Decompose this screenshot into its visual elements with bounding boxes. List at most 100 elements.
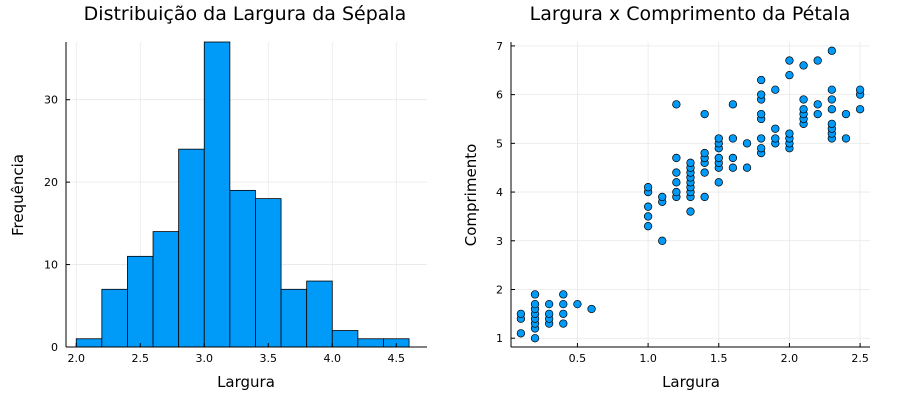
scatter-y-tick-label: 3 <box>496 235 503 248</box>
scatter-point <box>728 163 738 172</box>
scatter-point <box>530 299 540 309</box>
scatter-point <box>757 134 766 143</box>
histogram-bar <box>152 231 180 348</box>
scatter-title: Largura x Comprimento da Pétala <box>530 3 851 25</box>
scatter-x-tick-label: 2.0 <box>781 352 799 365</box>
scatter-point <box>559 309 568 319</box>
histogram-x-tick-label: 4.0 <box>324 352 342 365</box>
scatter-point <box>573 299 582 309</box>
scatter-y-tick-label: 7 <box>496 40 503 53</box>
scatter-point <box>855 105 865 114</box>
scatter-point <box>827 95 836 104</box>
scatter-y-tick-label: 5 <box>496 137 503 150</box>
histogram-bar <box>101 288 128 348</box>
scatter-point <box>757 144 766 153</box>
scatter-point <box>827 46 836 55</box>
scatter-point <box>827 119 836 129</box>
histogram-x-tick-label: 2.5 <box>131 352 149 365</box>
scatter-point <box>700 168 709 177</box>
scatter-point <box>700 192 709 202</box>
scatter-point <box>530 334 540 343</box>
histogram-x-tick-label: 3.0 <box>196 352 214 365</box>
scatter-point <box>841 134 851 143</box>
scatter-point <box>516 329 526 338</box>
scatter-point <box>545 299 554 309</box>
scatter-x-tick-label: 1.5 <box>710 352 728 365</box>
scatter-x-tick-label: 1.0 <box>639 352 657 365</box>
scatter-x-tick-label: 0.5 <box>569 352 587 365</box>
histogram-bar <box>255 198 282 348</box>
scatter-point <box>587 304 596 314</box>
scatter-point <box>771 134 780 143</box>
scatter-point <box>672 100 681 109</box>
scatter-point <box>672 153 681 163</box>
histogram-bar <box>127 255 154 348</box>
scatter-point <box>516 309 526 319</box>
histogram-bar <box>75 338 103 348</box>
scatter-point <box>714 153 723 163</box>
scatter-point <box>714 134 723 143</box>
scatter-point <box>728 100 738 109</box>
scatter-point <box>643 183 653 192</box>
scatter-point <box>686 158 695 167</box>
histogram-x-tick-label: 3.5 <box>260 352 278 365</box>
scatter-point <box>643 212 653 221</box>
scatter-point <box>700 109 709 119</box>
scatter-point <box>785 56 794 65</box>
histogram-y-tick-label: 10 <box>44 259 58 272</box>
histogram-y-label: Frequência <box>9 154 27 236</box>
scatter-point <box>672 187 681 197</box>
histogram-bar <box>178 148 205 348</box>
histogram-y-tick-label: 20 <box>44 176 58 189</box>
scatter-point <box>757 75 766 85</box>
scatter-point <box>530 290 540 299</box>
scatter-point <box>672 178 681 187</box>
scatter-point <box>813 109 822 119</box>
scatter-point <box>700 148 709 158</box>
histogram-x-label: Largura <box>217 373 275 391</box>
scatter-y-tick-label: 1 <box>496 332 503 345</box>
histogram-bar <box>203 41 231 348</box>
histogram-y-tick-label: 30 <box>44 94 58 107</box>
histogram-bar <box>229 189 256 348</box>
scatter-point <box>686 207 695 216</box>
scatter-point <box>559 299 568 309</box>
scatter-point <box>757 109 766 119</box>
histogram-bar <box>280 288 308 348</box>
scatter-point <box>658 192 667 202</box>
histogram-bar <box>331 330 359 348</box>
scatter-point <box>545 309 554 319</box>
scatter-point <box>855 85 865 94</box>
scatter-point <box>785 129 794 138</box>
scatter-point <box>643 202 653 211</box>
scatter-point <box>813 100 822 109</box>
scatter-point <box>559 290 568 299</box>
scatter-y-tick-label: 4 <box>496 186 503 199</box>
scatter-point <box>672 168 681 177</box>
histogram-bar <box>357 338 384 348</box>
scatter-point <box>714 178 723 187</box>
scatter-point <box>827 85 836 94</box>
scatter-point <box>728 134 738 143</box>
scatter-y-label: Comprimento <box>462 144 480 247</box>
histogram-x-tick-label: 2.0 <box>67 352 85 365</box>
scatter-point <box>841 109 851 119</box>
histogram-panel: Distribuição da Largura da Sépala 2.0 2.5… <box>9 3 427 391</box>
histogram-bar <box>306 280 333 348</box>
scatter-point <box>728 153 738 163</box>
scatter-point <box>771 85 780 94</box>
scatter-point <box>813 56 822 65</box>
scatter-x-tick-label: 2.5 <box>851 352 869 365</box>
scatter-point <box>742 139 752 148</box>
scatter-point <box>799 105 808 114</box>
scatter-point <box>643 222 653 231</box>
scatter-point <box>658 236 667 245</box>
scatter-point <box>785 70 794 80</box>
scatter-panel: Largura x Comprimento da Pétala 0.5 1.0 1.… <box>462 3 870 391</box>
histogram-x-tick-label: 4.5 <box>388 352 406 365</box>
scatter-x-label: Largura <box>662 373 720 391</box>
scatter-point <box>827 105 836 114</box>
scatter-point <box>757 90 766 99</box>
scatter-point <box>742 163 752 172</box>
